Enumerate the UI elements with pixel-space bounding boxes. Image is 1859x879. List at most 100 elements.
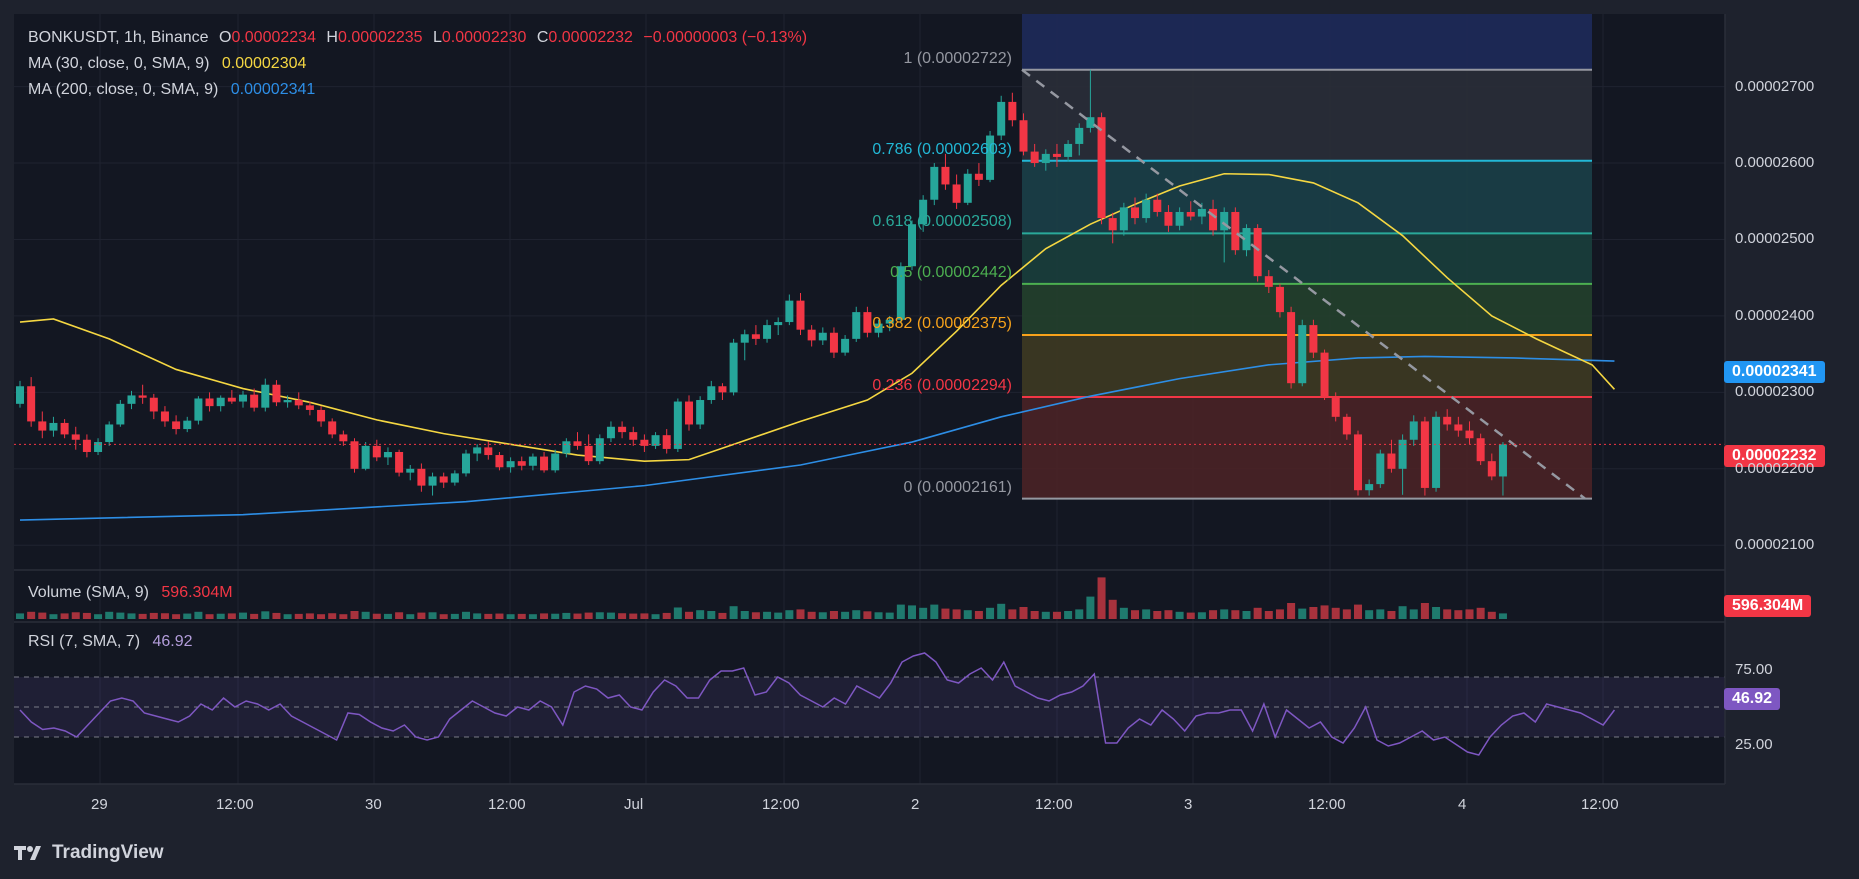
candle (952, 174, 961, 209)
candle (27, 377, 36, 427)
candle-body (1041, 153, 1050, 164)
candle (1175, 207, 1184, 231)
candle-body (1019, 120, 1028, 152)
volume-bar (1465, 609, 1474, 619)
candle-body (506, 461, 515, 468)
candle (71, 426, 80, 450)
candle-body (138, 395, 147, 398)
candle (439, 472, 448, 488)
volume-bar (1119, 607, 1128, 619)
candle (372, 439, 381, 462)
candle-body (450, 473, 459, 483)
candle-body (372, 445, 381, 458)
low-value: 0.00002230 (441, 29, 527, 46)
candle-body (406, 468, 415, 473)
candle (1030, 143, 1039, 167)
rsi-line (19, 652, 1616, 756)
candle (127, 390, 136, 410)
candle (941, 153, 950, 190)
rsi-legend[interactable]: RSI (7, SMA, 7) 46.92 (28, 632, 193, 652)
volume-bar (997, 603, 1006, 619)
candle (1398, 434, 1407, 495)
candle (495, 451, 504, 471)
volume-bar (1264, 611, 1273, 619)
candle-body (216, 397, 225, 407)
candle-body (941, 166, 950, 185)
candle-body (651, 435, 660, 446)
volume-legend[interactable]: Volume (SMA, 9) 596.304M (28, 583, 233, 603)
volume-bar (1376, 609, 1385, 619)
ma30-value: 0.00002304 (221, 55, 307, 72)
volume-bar (1298, 608, 1307, 619)
candle (696, 396, 705, 430)
volume-value: 596.304M (161, 584, 233, 601)
volume-bar (383, 613, 392, 619)
candle-body (707, 386, 716, 401)
volume-bar (952, 609, 961, 619)
candle-body (640, 439, 649, 446)
volume-bar (1253, 607, 1262, 619)
close-value: 0.00002232 (548, 29, 633, 46)
candle (974, 163, 983, 186)
candle-body (1432, 416, 1441, 488)
candle (863, 306, 872, 338)
candle-body (1465, 430, 1474, 439)
candle-body (328, 421, 337, 435)
candle-body (1320, 352, 1329, 397)
volume-bar (82, 612, 91, 619)
volume-bar (305, 613, 314, 619)
fib-zone (1022, 233, 1592, 284)
candle (729, 338, 738, 396)
tradingview-branding[interactable]: TradingView (14, 838, 164, 868)
candle (1287, 306, 1296, 389)
volume-bar (239, 612, 247, 619)
volume-bar (350, 611, 359, 619)
change-value: −0.00000003 (−0.13%) (643, 29, 808, 46)
tradingview-logo-icon (14, 846, 41, 860)
candle (417, 463, 426, 492)
candle (1443, 409, 1452, 431)
candle-body (116, 403, 125, 425)
candle (584, 434, 593, 465)
volume-bar (1387, 611, 1396, 619)
candle (473, 444, 482, 462)
candle (841, 335, 850, 356)
volume-bar (417, 612, 426, 619)
candle-body (606, 426, 615, 439)
candle (105, 421, 114, 446)
volume-bar (71, 612, 80, 619)
volume-bar (1354, 604, 1362, 619)
volume-bar (540, 613, 549, 619)
volume-bar (160, 613, 169, 619)
rsi-band (14, 677, 1725, 737)
candle (796, 293, 805, 336)
candle-body (272, 384, 281, 403)
candle (707, 380, 716, 404)
volume-bar (317, 614, 326, 619)
volume-bar (506, 614, 515, 619)
rsi-tick-label: 75.00 (1735, 660, 1773, 678)
candle-body (1220, 211, 1229, 231)
volume-bar (1041, 611, 1050, 619)
ma200-legend[interactable]: MA (200, close, 0, SMA, 9) 0.00002341 (28, 80, 315, 100)
high-value: 0.00002235 (337, 29, 423, 46)
volume-bar (986, 607, 995, 619)
candle (1086, 69, 1095, 133)
candle (361, 442, 370, 471)
candle (1108, 212, 1117, 244)
candle (651, 432, 660, 449)
symbol-label[interactable]: BONKUSDT, 1h, Binance (28, 29, 209, 46)
candle (484, 441, 493, 460)
volume-bars (16, 577, 1507, 619)
candle (1097, 112, 1106, 225)
volume-bar (484, 613, 493, 619)
candle-body (974, 173, 983, 180)
volume-bar (1086, 596, 1095, 619)
ma30-legend[interactable]: MA (30, close, 0, SMA, 9) 0.00002304 (28, 54, 306, 74)
candle (1309, 319, 1318, 358)
volume-bar (885, 612, 894, 619)
candle (807, 325, 816, 347)
candle-body (484, 447, 493, 456)
candle (172, 415, 181, 435)
